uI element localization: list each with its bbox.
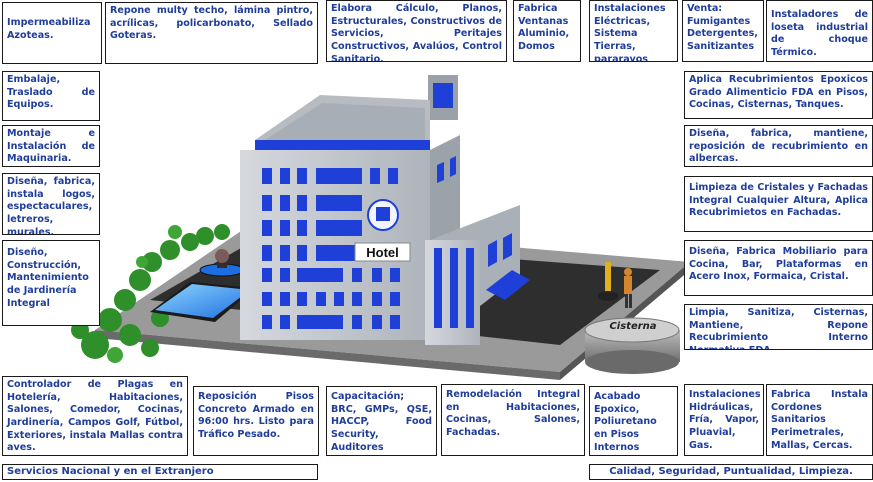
footer-quality-slogan: Calidad, Seguridad, Puntualidad, Limpiez… xyxy=(589,464,873,480)
service-limpia-cisternas: Limpia, Sanitiza, Cisternas, Mantiene, R… xyxy=(684,304,873,350)
service-fabrica-cordones: Fabrica Instala Cordones Sanitarios Peri… xyxy=(766,384,873,456)
swimming-pool xyxy=(150,249,255,322)
cistern xyxy=(584,317,680,374)
service-venta-fumigantes: Venta: Fumigantes Detergentes, Sanitizan… xyxy=(682,0,764,62)
service-disena-mobiliario: Diseña, Fabrica Mobiliario para Cocina, … xyxy=(684,240,873,296)
footer-national-services: Servicios Nacional y en el Extranjero xyxy=(2,464,318,480)
service-montaje: Montaje e Instalación de Maquinaria. xyxy=(2,125,100,167)
service-diseno-jardineria: Diseño, Construcción, Mantenimiento de J… xyxy=(2,240,100,326)
service-instaladores-loseta: Instaladores de loseta industrial de cho… xyxy=(766,0,873,62)
garden-trees xyxy=(71,224,230,363)
service-controlador-plagas: Controlador de Plagas en Hotelería, Habi… xyxy=(2,376,188,456)
service-elabora-calculo: Elabora Cálculo, Planos, Estructurales, … xyxy=(326,0,507,62)
service-instalaciones-electricas: Instalaciones Eléctricas, Sistema Tierra… xyxy=(589,0,678,62)
service-fabrica-ventanas: Fabrica Ventanas Aluminio, Domos xyxy=(513,0,581,62)
cistern-label: Cisterna xyxy=(609,321,657,332)
hotel-sign-label: Hotel xyxy=(366,245,399,260)
service-acabado-epoxico: Acabado Epoxico, Poliuretano en Pisos In… xyxy=(589,386,678,456)
service-reposicion-pisos: Reposición Pisos Concreto Armado en 96:0… xyxy=(193,386,319,456)
service-repone-techo: Repone multy techo, lámina pintro, acríl… xyxy=(105,2,318,64)
worker-figures xyxy=(598,262,632,308)
service-disena-albercas: Diseña, fabrica, mantiene, reposición de… xyxy=(684,125,873,167)
hotel-building xyxy=(240,75,530,345)
service-embalaje: Embalaje, Traslado de Equipos. xyxy=(2,71,100,121)
service-limpieza-cristales: Limpieza de Cristales y Fachadas Integra… xyxy=(684,176,873,232)
service-aplica-epoxicos: Aplica Recubrimientos Epoxicos Grado Ali… xyxy=(684,71,873,119)
service-capacitacion: Capacitación; BRC, GMPs, QSE, HACCP, Foo… xyxy=(326,386,437,456)
service-impermeabiliza: Impermeabiliza Azoteas. xyxy=(2,2,102,64)
service-disena-logos: Diseña, fabrica, instala logos, espectac… xyxy=(2,173,100,235)
service-instalaciones-hidraulicas: Instalaciones Hidráulicas, Fría, Vapor, … xyxy=(684,384,764,456)
service-remodelacion: Remodelación Integral en Habitaciones, C… xyxy=(441,384,585,456)
